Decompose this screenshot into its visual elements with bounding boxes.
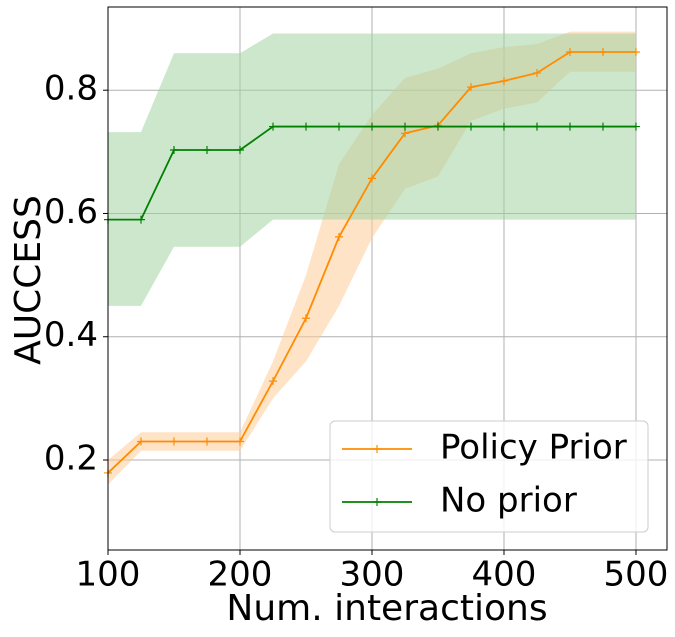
y-tick-label: 0.8 (44, 69, 98, 109)
marker (466, 122, 475, 131)
legend-label: Policy Prior (440, 428, 627, 468)
marker (400, 129, 409, 138)
marker (466, 83, 475, 92)
marker (235, 145, 244, 154)
marker (334, 122, 343, 131)
marker (367, 122, 376, 131)
marker (334, 232, 343, 241)
y-axis-label: AUCCESS (8, 195, 49, 365)
legend-marker (373, 445, 381, 453)
marker (499, 122, 508, 131)
legend-marker (373, 498, 381, 506)
y-tick-label: 0.2 (44, 439, 98, 479)
x-tick-label: 100 (76, 555, 141, 595)
marker (565, 47, 574, 56)
marker (169, 145, 178, 154)
marker (301, 314, 310, 323)
marker (598, 122, 607, 131)
marker (400, 122, 409, 131)
marker (367, 174, 376, 183)
marker (499, 76, 508, 85)
y-tick-label: 0.6 (44, 192, 98, 232)
marker (433, 122, 442, 131)
marker (202, 437, 211, 446)
plot-frame (107, 6, 668, 551)
marker (268, 377, 277, 386)
marker (631, 122, 640, 131)
marker (532, 68, 541, 77)
marker (169, 437, 178, 446)
marker (136, 437, 145, 446)
marker (631, 47, 640, 56)
legend-label: No prior (440, 481, 577, 521)
marker (565, 122, 574, 131)
marker (136, 215, 145, 224)
marker (268, 122, 277, 131)
y-tick-label: 0.4 (44, 315, 98, 355)
marker (235, 437, 244, 446)
marker (598, 47, 607, 56)
x-tick-label: 400 (472, 555, 537, 595)
confidence-band (108, 33, 636, 306)
marker (532, 122, 541, 131)
x-tick-label: 300 (340, 555, 405, 595)
x-tick-label: 200 (208, 555, 273, 595)
marker (202, 145, 211, 154)
marker (301, 122, 310, 131)
x-axis-label: Num. interactions (226, 588, 547, 629)
x-tick-label: 500 (604, 555, 669, 595)
